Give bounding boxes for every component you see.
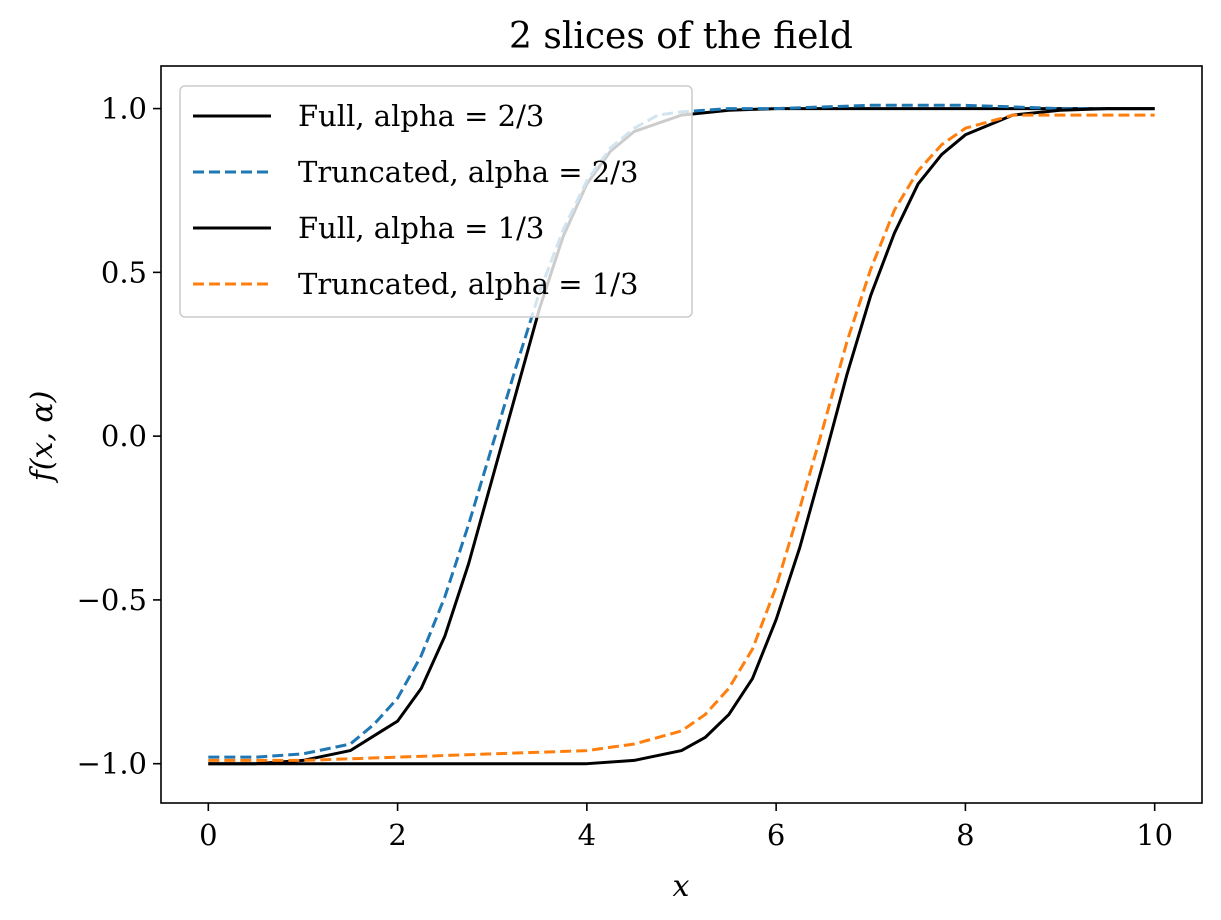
x-tick-label: 6 xyxy=(767,818,785,852)
x-tick-label: 2 xyxy=(388,818,406,852)
y-tick-label: 0.5 xyxy=(101,255,147,289)
x-axis: 0 2 4 6 8 10 xyxy=(199,803,1173,852)
y-tick-label: −0.5 xyxy=(77,583,147,617)
x-tick-label: 10 xyxy=(1136,818,1173,852)
y-tick-label: 0.0 xyxy=(101,419,147,453)
x-axis-label: x xyxy=(673,869,690,904)
x-tick-label: 8 xyxy=(956,818,974,852)
legend-label-2: Truncated, alpha = 2/3 xyxy=(298,155,638,189)
chart-title: 2 slices of the field xyxy=(509,16,853,57)
x-tick-label: 0 xyxy=(199,818,217,852)
legend-label-4: Truncated, alpha = 1/3 xyxy=(298,267,638,301)
y-axis-label: f(x, α) xyxy=(25,391,60,484)
x-tick-label: 4 xyxy=(578,818,596,852)
legend: Full, alpha = 2/3 Truncated, alpha = 2/3 F… xyxy=(179,85,693,318)
legend-items: Full, alpha = 2/3 Truncated, alpha = 2/3 F… xyxy=(193,99,638,301)
y-tick-label: −1.0 xyxy=(77,747,147,781)
y-tick-label: 1.0 xyxy=(101,92,147,126)
series-line-4 xyxy=(208,113,1155,762)
series-line-3 xyxy=(208,107,1155,766)
legend-label-3: Full, alpha = 1/3 xyxy=(298,211,544,245)
legend-label-1: Full, alpha = 2/3 xyxy=(298,99,544,133)
legend-box xyxy=(179,85,693,318)
y-axis: −1.0 −0.5 0.0 0.5 1.0 xyxy=(77,92,161,781)
plot-frame xyxy=(160,65,1203,804)
